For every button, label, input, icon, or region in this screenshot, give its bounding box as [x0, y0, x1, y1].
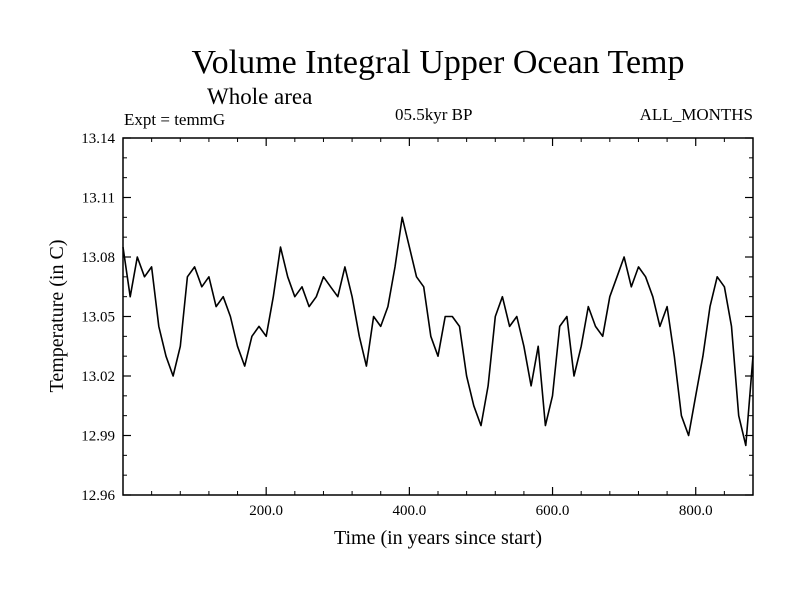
x-tick-label: 600.0 [536, 503, 570, 519]
y-axis-title: Temperature (in C) [46, 240, 68, 393]
y-tick-label: 13.11 [82, 191, 115, 207]
x-tick-label: 200.0 [249, 503, 283, 519]
y-tick-label: 13.05 [81, 310, 115, 326]
y-tick-label: 12.99 [81, 429, 115, 445]
y-ticks: 12.96 12.99 13.02 13.05 13.08 13.11 13.14 [81, 131, 753, 504]
series-line [122, 216, 754, 447]
x-tick-label: 400.0 [392, 503, 426, 519]
y-tick-label: 13.08 [81, 250, 115, 266]
x-tick-label: 800.0 [679, 503, 713, 519]
chart-subtitle: Whole area [207, 84, 313, 109]
experiment-label: Expt = temmG [124, 110, 226, 129]
period-label: 05.5kyr BP [395, 105, 473, 124]
y-tick-label: 12.96 [81, 488, 115, 504]
series-group [122, 216, 754, 447]
plot-frame [122, 137, 754, 496]
months-label: ALL_MONTHS [639, 105, 753, 124]
x-axis-title: Time (in years since start) [334, 527, 542, 549]
y-tick-label: 13.02 [81, 369, 115, 385]
x-ticks: 200.0 400.0 600.0 800.0 [151, 138, 725, 519]
y-tick-label: 13.14 [81, 131, 115, 147]
chart-title: Volume Integral Upper Ocean Temp [191, 44, 685, 81]
